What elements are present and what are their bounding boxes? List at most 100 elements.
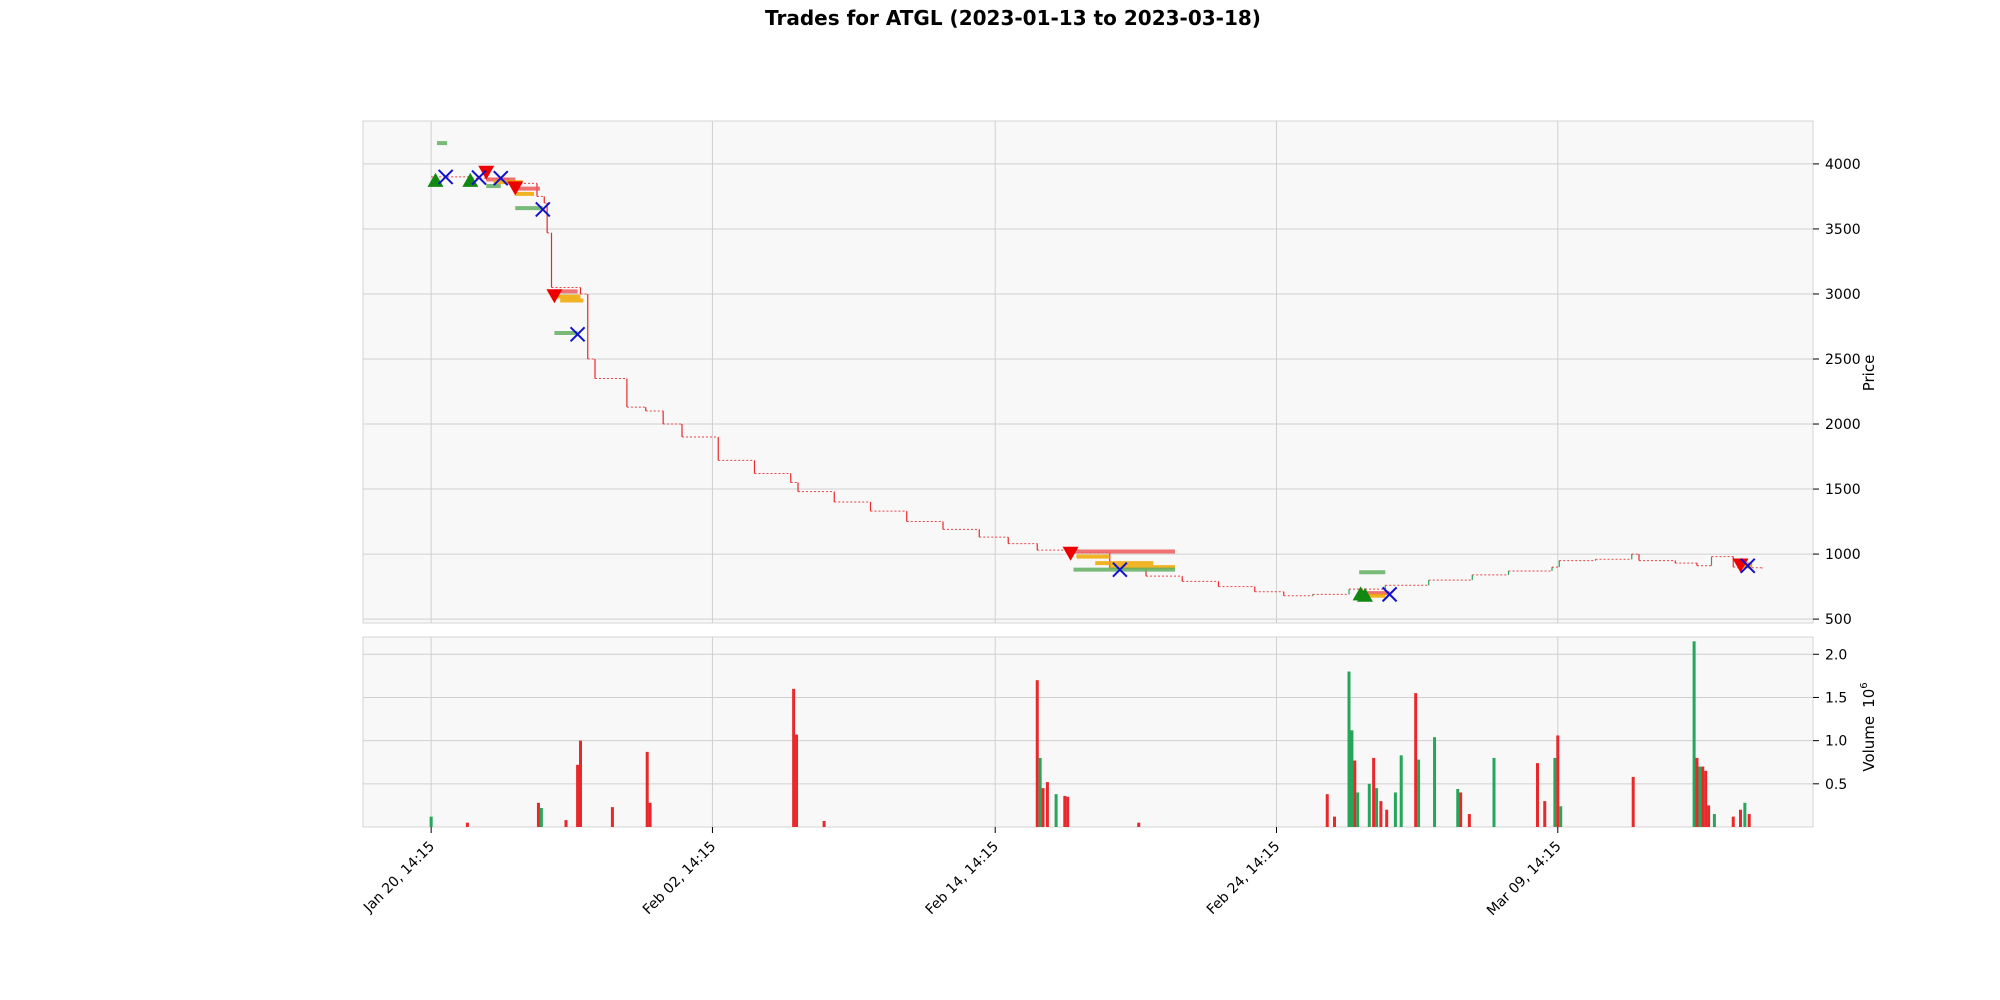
- volume-bar: [1372, 757, 1376, 827]
- volume-bar: [1467, 814, 1471, 827]
- volume-bar: [1631, 776, 1635, 827]
- volume-bar: [1041, 788, 1045, 827]
- buy-marker: [1356, 587, 1373, 602]
- chart-title: Trades for ATGL (2023-01-13 to 2023-03-1…: [765, 6, 1261, 30]
- exit-marker: [1112, 561, 1128, 578]
- volume-bar: [1536, 763, 1539, 827]
- exit-marker: [535, 201, 551, 218]
- sell-marker: [507, 181, 524, 196]
- volume-bar: [579, 740, 582, 827]
- volume-bar: [1399, 755, 1403, 827]
- volume-bar: [1054, 794, 1058, 827]
- volume-bar: [1367, 783, 1371, 827]
- volume-exponent-base: 10: [1860, 689, 1878, 708]
- volume-bar: [792, 688, 796, 827]
- volume-axis-label: Volume 106: [1859, 682, 1878, 771]
- volume-bars: [429, 641, 1751, 827]
- volume-bar: [1433, 737, 1437, 827]
- volume-bar: [564, 820, 568, 827]
- price-tick-label: 500: [1825, 612, 1852, 628]
- volume-bar: [1385, 809, 1389, 827]
- volume-bar: [1393, 792, 1397, 827]
- price-panel-background: [362, 120, 1814, 624]
- price-tick-label: 2000: [1825, 417, 1861, 433]
- exit-marker: [493, 170, 509, 186]
- volume-bar: [1698, 766, 1702, 827]
- volume-tick-label: 1.5: [1825, 690, 1847, 706]
- volume-tick-label: 2.0: [1825, 647, 1847, 663]
- volume-bar: [822, 820, 826, 827]
- price-tick-label: 4000: [1825, 157, 1861, 173]
- volume-bar: [1063, 795, 1067, 827]
- price-y-axis: 500 1000 1500 2000 2500 3000 3500 4000: [1813, 157, 1861, 628]
- volume-bar: [610, 807, 614, 827]
- x-tick-label: Jan 20, 14:15: [360, 839, 438, 917]
- trade-markers: [427, 165, 1756, 603]
- x-tick-label: Feb 14, 14:15: [923, 839, 1002, 918]
- price-tick-label: 2500: [1825, 352, 1861, 368]
- x-axis: Jan 20, 14:15 Feb 02, 14:15 Feb 14, 14:15 F…: [360, 827, 1565, 920]
- volume-bar: [1559, 806, 1563, 827]
- volume-bar: [1731, 816, 1735, 827]
- volume-bar: [1556, 735, 1560, 827]
- volume-exponent-power: 6: [1859, 682, 1870, 688]
- volume-bar: [1692, 641, 1696, 827]
- volume-bar: [1695, 757, 1699, 827]
- price-grid: [363, 121, 1813, 623]
- volume-bar: [1347, 671, 1351, 827]
- volume-bar: [1038, 757, 1042, 827]
- volume-tick-label: 0.5: [1825, 777, 1847, 793]
- volume-grid: [363, 637, 1813, 827]
- volume-bar: [1045, 782, 1049, 827]
- exit-marker: [437, 169, 454, 185]
- volume-bar: [1492, 757, 1496, 827]
- price-tick-label: 1500: [1825, 482, 1861, 498]
- x-tick-label: Mar 09, 14:15: [1484, 839, 1565, 920]
- volume-bar: [465, 822, 469, 827]
- volume-bar: [1553, 757, 1557, 827]
- volume-bar: [648, 802, 652, 827]
- volume-bar: [1707, 805, 1711, 827]
- sell-marker: [1062, 546, 1079, 561]
- volume-bar: [576, 764, 580, 827]
- exit-marker: [471, 169, 487, 186]
- volume-bar: [1456, 789, 1460, 827]
- volume-bar: [539, 808, 543, 827]
- price-tick-label: 3500: [1825, 222, 1861, 238]
- volume-bar: [1414, 693, 1418, 827]
- volume-bar: [1543, 801, 1547, 827]
- volume-bar: [1356, 792, 1360, 827]
- volume-bar: [1379, 801, 1383, 827]
- sell-marker: [478, 165, 495, 180]
- volume-bar: [1417, 759, 1421, 827]
- price-tick-label: 3000: [1825, 287, 1861, 303]
- volume-tick-label: 1.0: [1825, 734, 1847, 750]
- volume-panel-background: [362, 636, 1814, 828]
- volume-bar: [1739, 809, 1742, 827]
- price-axis-label: Price: [1860, 355, 1878, 392]
- x-tick-label: Feb 02, 14:15: [640, 839, 719, 918]
- volume-bar: [1066, 796, 1070, 827]
- volume-bar: [1137, 822, 1141, 827]
- volume-bar: [1712, 814, 1716, 827]
- exit-marker: [1381, 586, 1398, 603]
- exit-marker: [569, 326, 586, 342]
- volume-bar: [429, 816, 433, 827]
- volume-bar: [1704, 770, 1708, 827]
- volume-bar: [1375, 788, 1379, 827]
- price-path: [431, 176, 1763, 597]
- x-tick-label: Feb 24, 14:15: [1204, 839, 1283, 918]
- volume-bar: [1747, 814, 1751, 827]
- volume-y-axis: 0.5 1.0 1.5 2.0: [1813, 647, 1847, 793]
- volume-bar: [1353, 760, 1357, 827]
- volume-bar: [1325, 794, 1329, 827]
- volume-bar: [1701, 766, 1705, 827]
- volume-panel: 0.5 1.0 1.5 2.0 Volume 106: [362, 636, 1878, 828]
- volume-bar: [795, 734, 799, 827]
- price-tick-label: 1000: [1825, 547, 1861, 563]
- exit-marker: [1740, 558, 1756, 574]
- volume-bar: [536, 802, 540, 827]
- volume-axis-label-text: Volume: [1860, 716, 1878, 772]
- volume-bar: [1333, 816, 1336, 827]
